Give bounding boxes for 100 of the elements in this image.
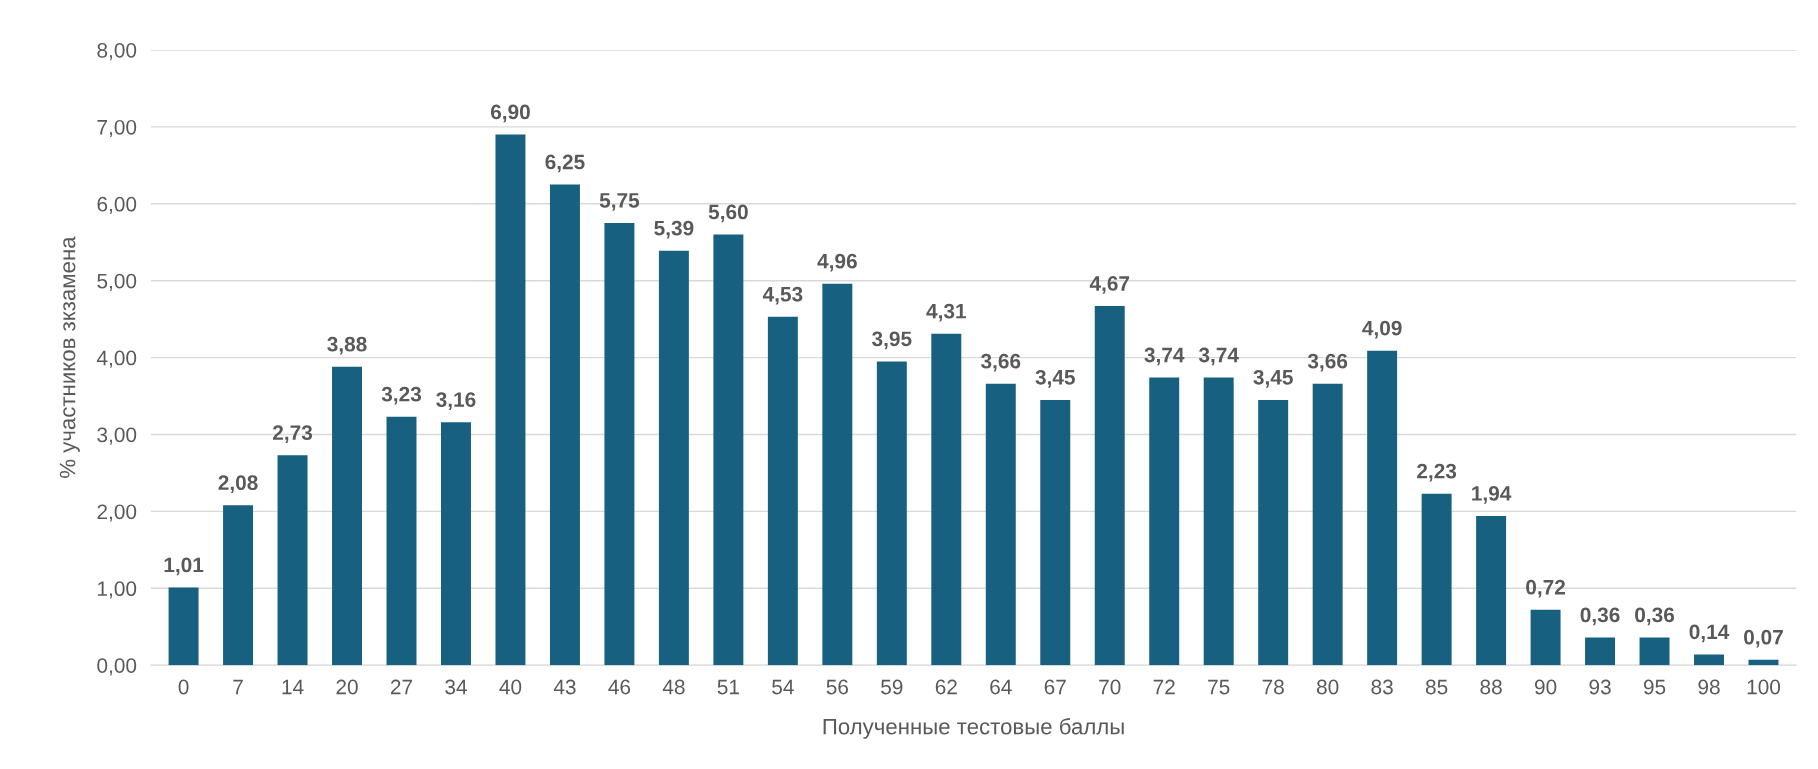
x-tick-label: 40 xyxy=(499,679,522,695)
y-tick-label: 7,00 xyxy=(97,119,137,138)
data-label: 0,36 xyxy=(1635,607,1675,626)
x-axis-title: Полученные тестовые баллы xyxy=(823,717,1124,739)
x-tick-label: 56 xyxy=(826,679,849,695)
y-tick-label: 0,00 xyxy=(97,658,137,676)
data-label: 0,72 xyxy=(1526,579,1566,598)
y-tick-label: 1,00 xyxy=(98,581,137,599)
x-tick-label: 67 xyxy=(1044,679,1066,695)
data-label: 3,88 xyxy=(327,336,367,355)
bar xyxy=(1476,516,1507,666)
data-label: 2,73 xyxy=(272,425,313,444)
y-tick-label: 3,00 xyxy=(97,427,137,445)
bar xyxy=(1639,637,1670,666)
data-label: 6,25 xyxy=(545,154,585,173)
data-label: 4,96 xyxy=(817,253,857,272)
bar xyxy=(495,134,526,666)
x-tick-label: 93 xyxy=(1589,679,1611,695)
x-tick-label: 78 xyxy=(1262,679,1284,695)
data-label: 0,07 xyxy=(1744,629,1783,648)
y-tick-label: 5,00 xyxy=(97,273,137,291)
bar xyxy=(985,383,1016,666)
x-tick-label: 72 xyxy=(1153,679,1175,695)
x-tick-label: 62 xyxy=(935,679,957,695)
bar xyxy=(1694,654,1724,666)
bar xyxy=(386,416,417,666)
bar xyxy=(1367,350,1398,666)
bar xyxy=(876,361,907,666)
data-label: 3,74 xyxy=(1198,347,1239,366)
y-tick-label: 4,00 xyxy=(96,350,137,368)
x-tick-label: 70 xyxy=(1099,679,1121,695)
data-label: 4,09 xyxy=(1362,320,1402,339)
bar xyxy=(1748,659,1779,666)
data-label: 0,14 xyxy=(1689,624,1730,643)
bar xyxy=(604,223,635,666)
data-label: 3,45 xyxy=(1253,369,1293,388)
bar xyxy=(1258,399,1289,666)
x-tick-label: 100 xyxy=(1747,679,1781,695)
data-label: 1,94 xyxy=(1472,486,1512,504)
x-tick-label: 43 xyxy=(553,679,576,695)
bar xyxy=(1094,306,1125,666)
data-label: 3,74 xyxy=(1144,347,1185,366)
x-tick-label: 83 xyxy=(1371,679,1393,695)
x-tick-label: 7 xyxy=(233,679,243,695)
data-label: 3,16 xyxy=(436,392,476,410)
bar xyxy=(822,283,853,666)
bar xyxy=(441,422,471,666)
x-tick-label: 64 xyxy=(990,679,1012,695)
y-tick-label: 2,00 xyxy=(97,504,137,522)
data-label: 6,90 xyxy=(490,104,530,123)
x-tick-label: 98 xyxy=(1698,679,1720,695)
x-tick-label: 46 xyxy=(608,679,631,695)
data-label: 2,23 xyxy=(1417,463,1457,482)
data-label: 3,95 xyxy=(872,331,912,350)
bar xyxy=(1203,377,1234,666)
y-axis-title: % участников зкзамена xyxy=(59,236,80,478)
bar xyxy=(168,587,199,666)
y-tick-label: 6,00 xyxy=(97,196,137,214)
data-label: 4,31 xyxy=(926,303,966,322)
data-label: 3,66 xyxy=(1307,353,1348,372)
data-label: 4,53 xyxy=(762,286,803,305)
bar xyxy=(1421,493,1452,666)
data-label: 1,01 xyxy=(164,557,204,576)
bar xyxy=(332,366,362,666)
data-label: 4,67 xyxy=(1089,276,1130,294)
data-label: 3,66 xyxy=(980,353,1021,372)
x-tick-label: 51 xyxy=(717,679,739,695)
data-label: 5,39 xyxy=(654,220,694,239)
data-label: 3,45 xyxy=(1035,369,1075,388)
x-tick-label: 59 xyxy=(881,679,903,695)
bar xyxy=(223,505,254,666)
x-tick-label: 85 xyxy=(1425,679,1448,695)
bar xyxy=(767,316,798,666)
x-tick-label: 75 xyxy=(1208,679,1230,695)
x-tick-label: 27 xyxy=(390,679,413,695)
x-tick-label: 14 xyxy=(282,679,304,695)
x-tick-label: 34 xyxy=(445,679,467,695)
data-label: 2,08 xyxy=(218,475,258,494)
bar xyxy=(1040,399,1071,666)
bar xyxy=(1312,383,1343,666)
data-label: 3,23 xyxy=(381,386,422,405)
x-tick-label: 20 xyxy=(336,679,358,695)
x-tick-label: 90 xyxy=(1534,679,1557,695)
data-label: 0,36 xyxy=(1580,607,1620,626)
x-tick-label: 88 xyxy=(1480,679,1502,695)
data-label: 5,60 xyxy=(708,204,748,223)
x-tick-label: 54 xyxy=(772,679,794,695)
bar xyxy=(277,455,308,666)
y-tick-label: 8,00 xyxy=(97,42,137,61)
data-label: 5,75 xyxy=(599,193,640,211)
bar xyxy=(1530,609,1561,666)
x-tick-label: 0 xyxy=(178,679,189,695)
bar xyxy=(549,184,580,666)
x-tick-label: 80 xyxy=(1316,679,1339,695)
bar xyxy=(1585,637,1616,666)
x-tick-label: 95 xyxy=(1643,679,1666,695)
bar xyxy=(931,333,962,666)
bar xyxy=(713,234,744,666)
bar xyxy=(658,250,689,666)
x-tick-label: 48 xyxy=(662,679,685,695)
